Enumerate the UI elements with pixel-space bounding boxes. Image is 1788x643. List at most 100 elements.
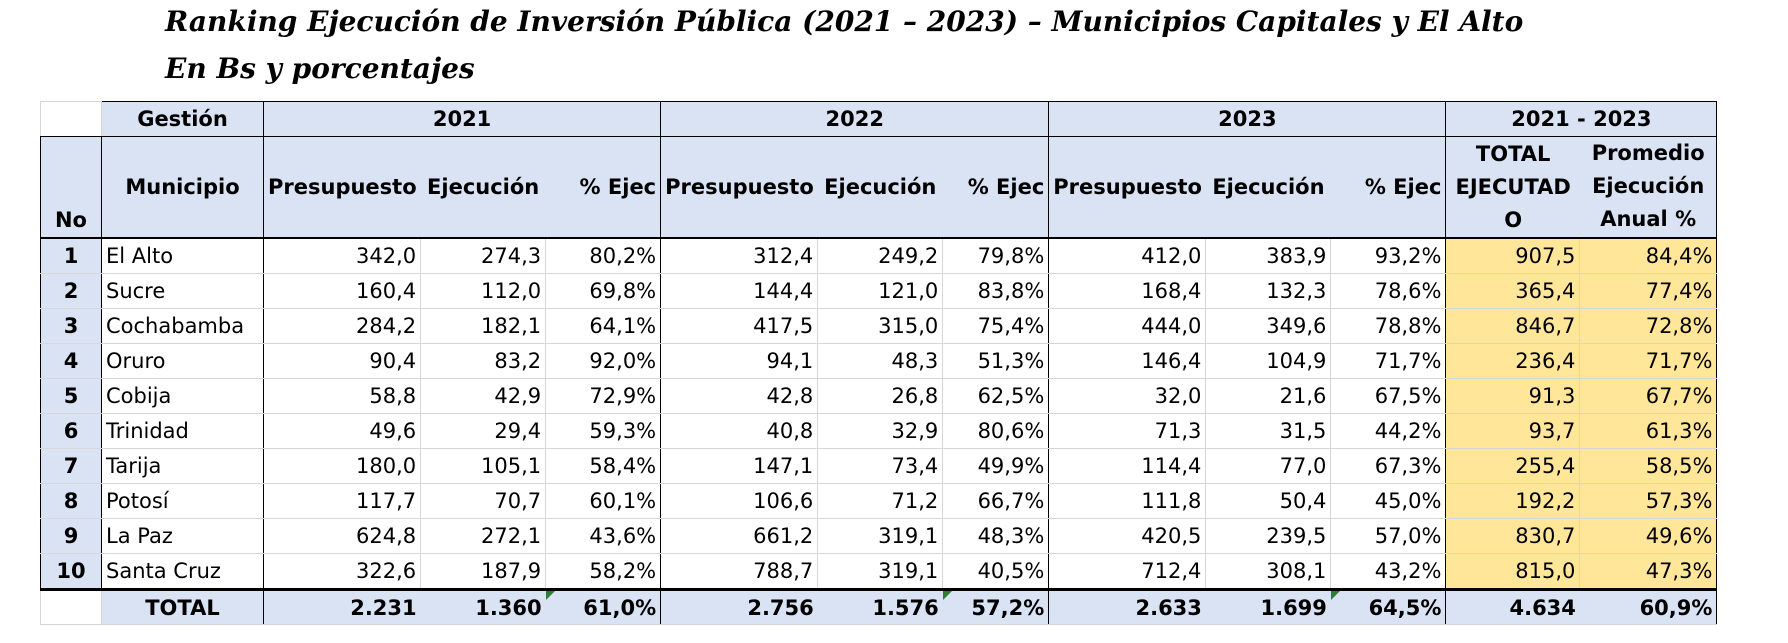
header-no: No xyxy=(40,136,102,239)
totals-pct-ejec-2023: 64,5% xyxy=(1330,589,1447,625)
row-ejecucion-2023: 132,3 xyxy=(1205,273,1332,309)
header-gestion: Gestión xyxy=(101,101,264,137)
header-row-years: Gestión 2021 2022 2023 2021 - 2023 xyxy=(40,101,1718,137)
row-pct-ejec-2022: 80,6% xyxy=(942,413,1050,449)
header-blank-cell xyxy=(40,101,102,137)
totals-row: TOTAL 2.231 1.360 61,0% 2.756 1.576 57,2… xyxy=(40,588,1718,625)
row-presupuesto-2022: 42,8 xyxy=(660,378,819,414)
row-ejecucion-2022: 319,1 xyxy=(817,553,944,591)
row-ejecucion-2023: 104,9 xyxy=(1205,343,1332,379)
row-presupuesto-2023: 32,0 xyxy=(1048,378,1207,414)
row-presupuesto-2023: 444,0 xyxy=(1048,308,1207,344)
ranking-table: Gestión 2021 2022 2023 2021 - 2023 No Mu… xyxy=(40,101,1718,625)
row-number: 2 xyxy=(40,273,102,309)
row-presupuesto-2021: 58,8 xyxy=(262,378,422,414)
row-ejecucion-2021: 29,4 xyxy=(420,413,547,449)
row-ejecucion-2022: 73,4 xyxy=(817,448,944,484)
row-presupuesto-2022: 147,1 xyxy=(660,448,819,484)
table-row: 6 Trinidad 49,6 29,4 59,3% 40,8 32,9 80,6% 71,3 3… xyxy=(40,413,1718,449)
row-presupuesto-2021: 117,7 xyxy=(262,483,422,519)
row-presupuesto-2022: 94,1 xyxy=(660,343,819,379)
row-pct-ejec-2021: 59,3% xyxy=(545,413,662,449)
row-municipio: Trinidad xyxy=(101,413,264,449)
header-ejecucion-2021: Ejecución xyxy=(420,136,546,239)
row-presupuesto-2023: 146,4 xyxy=(1048,343,1207,379)
row-presupuesto-2021: 160,4 xyxy=(262,273,422,309)
row-municipio: Santa Cruz xyxy=(101,553,264,591)
row-ejecucion-2022: 48,3 xyxy=(817,343,944,379)
header-pct-ejec-2023: % Ejec xyxy=(1330,136,1447,239)
header-range: 2021 - 2023 xyxy=(1445,101,1718,137)
row-pct-ejec-2023: 67,3% xyxy=(1330,448,1447,484)
row-presupuesto-2023: 412,0 xyxy=(1048,237,1207,274)
row-ejecucion-2023: 349,6 xyxy=(1205,308,1332,344)
totals-ejecucion-2022: 1.576 xyxy=(817,589,943,625)
header-presupuesto-2023: Presupuesto xyxy=(1048,136,1206,239)
row-pct-ejec-2023: 45,0% xyxy=(1330,483,1447,519)
row-pct-ejec-2023: 93,2% xyxy=(1330,237,1447,274)
row-promedio: 71,7% xyxy=(1579,343,1718,379)
table-row: 3 Cochabamba 284,2 182,1 64,1% 417,5 315,0 75,4… xyxy=(40,308,1718,344)
header-presupuesto-2021: Presupuesto xyxy=(262,136,421,239)
row-municipio: Cobija xyxy=(101,378,264,414)
header-year-2023: 2023 xyxy=(1048,101,1447,137)
row-promedio: 49,6% xyxy=(1579,518,1718,554)
totals-blank-cell xyxy=(40,588,102,625)
row-pct-ejec-2021: 58,2% xyxy=(545,553,662,591)
row-ejecucion-2021: 83,2 xyxy=(420,343,547,379)
row-ejecucion-2021: 187,9 xyxy=(420,553,547,591)
row-presupuesto-2021: 624,8 xyxy=(262,518,422,554)
totals-presupuesto-2021: 2.231 xyxy=(262,589,421,625)
row-presupuesto-2023: 420,5 xyxy=(1048,518,1207,554)
row-ejecucion-2023: 31,5 xyxy=(1205,413,1332,449)
header-ejecucion-2022: Ejecución xyxy=(817,136,943,239)
row-pct-ejec-2023: 57,0% xyxy=(1330,518,1447,554)
row-pct-ejec-2022: 79,8% xyxy=(942,237,1050,274)
header-total-ejecutado: TOTAL EJECUTAD O xyxy=(1445,136,1580,239)
table-row: 2 Sucre 160,4 112,0 69,8% 144,4 121,0 83,8% 168,… xyxy=(40,273,1718,309)
row-presupuesto-2023: 114,4 xyxy=(1048,448,1207,484)
row-pct-ejec-2022: 62,5% xyxy=(942,378,1050,414)
totals-pct-ejec-2021: 61,0% xyxy=(545,589,662,625)
row-pct-ejec-2022: 51,3% xyxy=(942,343,1050,379)
row-presupuesto-2021: 342,0 xyxy=(262,237,422,274)
row-pct-ejec-2022: 83,8% xyxy=(942,273,1050,309)
row-pct-ejec-2021: 80,2% xyxy=(545,237,662,274)
header-year-2021: 2021 xyxy=(262,101,662,137)
page-title: Ranking Ejecución de Inversión Pública (… xyxy=(165,5,1524,38)
row-ejecucion-2022: 249,2 xyxy=(817,237,944,274)
row-presupuesto-2022: 661,2 xyxy=(660,518,819,554)
row-number: 4 xyxy=(40,343,102,379)
row-ejecucion-2021: 112,0 xyxy=(420,273,547,309)
row-presupuesto-2023: 71,3 xyxy=(1048,413,1207,449)
row-ejecucion-2023: 50,4 xyxy=(1205,483,1332,519)
row-ejecucion-2021: 274,3 xyxy=(420,237,547,274)
header-promedio-line3: Anual % xyxy=(1600,207,1697,231)
row-pct-ejec-2021: 92,0% xyxy=(545,343,662,379)
row-presupuesto-2022: 144,4 xyxy=(660,273,819,309)
row-pct-ejec-2021: 69,8% xyxy=(545,273,662,309)
header-presupuesto-2022: Presupuesto xyxy=(660,136,818,239)
row-total-ejecutado: 236,4 xyxy=(1445,343,1581,379)
totals-label: TOTAL xyxy=(101,589,264,625)
row-pct-ejec-2022: 75,4% xyxy=(942,308,1050,344)
header-promedio: Promedio Ejecución Anual % xyxy=(1579,136,1718,239)
row-pct-ejec-2022: 48,3% xyxy=(942,518,1050,554)
row-number: 10 xyxy=(40,553,102,591)
row-municipio: Cochabamba xyxy=(101,308,264,344)
row-number: 1 xyxy=(40,237,102,274)
header-year-2022: 2022 xyxy=(660,101,1050,137)
table-row: 4 Oruro 90,4 83,2 92,0% 94,1 48,3 51,3% 146,4 104… xyxy=(40,343,1718,379)
header-promedio-line2: Ejecución xyxy=(1592,174,1705,198)
row-promedio: 67,7% xyxy=(1579,378,1718,414)
totals-ejecucion-2023: 1.699 xyxy=(1205,589,1331,625)
row-presupuesto-2022: 788,7 xyxy=(660,553,819,591)
row-pct-ejec-2021: 43,6% xyxy=(545,518,662,554)
table-row: 8 Potosí 117,7 70,7 60,1% 106,6 71,2 66,7% 111,8… xyxy=(40,483,1718,519)
table-row: 9 La Paz 624,8 272,1 43,6% 661,2 319,1 48,3% 420… xyxy=(40,518,1718,554)
row-presupuesto-2023: 168,4 xyxy=(1048,273,1207,309)
row-presupuesto-2021: 49,6 xyxy=(262,413,422,449)
row-ejecucion-2021: 182,1 xyxy=(420,308,547,344)
header-pct-ejec-2022: % Ejec xyxy=(942,136,1050,239)
row-pct-ejec-2021: 58,4% xyxy=(545,448,662,484)
